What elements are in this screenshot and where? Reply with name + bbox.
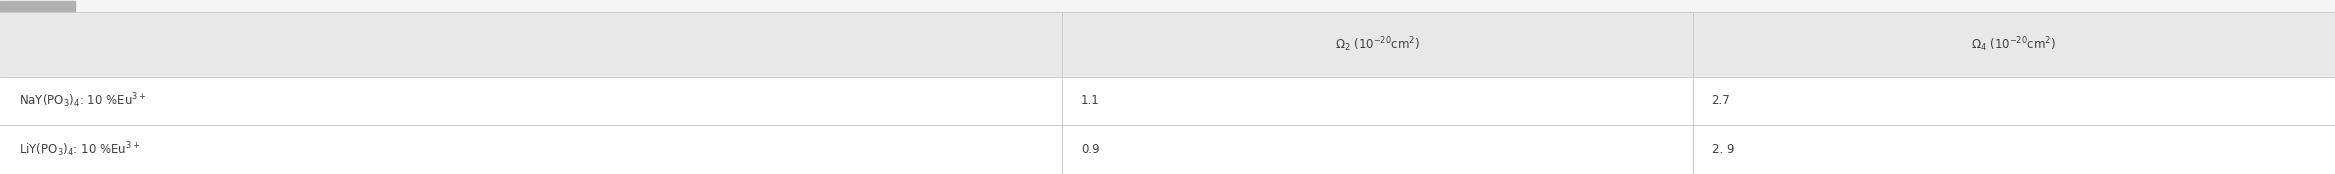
Bar: [0, 125, 2335, 174]
Bar: [0, 12, 2335, 77]
Bar: [0, 0, 2335, 12]
Text: 2.7: 2.7: [1712, 94, 1730, 107]
Text: 2. 9: 2. 9: [1712, 143, 1735, 156]
Text: $\Omega_2$ (10$^{-20}$cm$^2$): $\Omega_2$ (10$^{-20}$cm$^2$): [1336, 35, 1420, 54]
Bar: [0, 77, 2335, 125]
Text: LiY(PO$_3$)$_4$: 10 %Eu$^{3+}$: LiY(PO$_3$)$_4$: 10 %Eu$^{3+}$: [19, 140, 140, 159]
Text: NaY(PO$_3$)$_4$: 10 %Eu$^{3+}$: NaY(PO$_3$)$_4$: 10 %Eu$^{3+}$: [19, 92, 147, 110]
Bar: [0, 1, 75, 11]
Text: 0.9: 0.9: [1081, 143, 1100, 156]
Text: 1.1: 1.1: [1081, 94, 1100, 107]
Text: $\Omega_4$ (10$^{-20}$cm$^2$): $\Omega_4$ (10$^{-20}$cm$^2$): [1971, 35, 2057, 54]
